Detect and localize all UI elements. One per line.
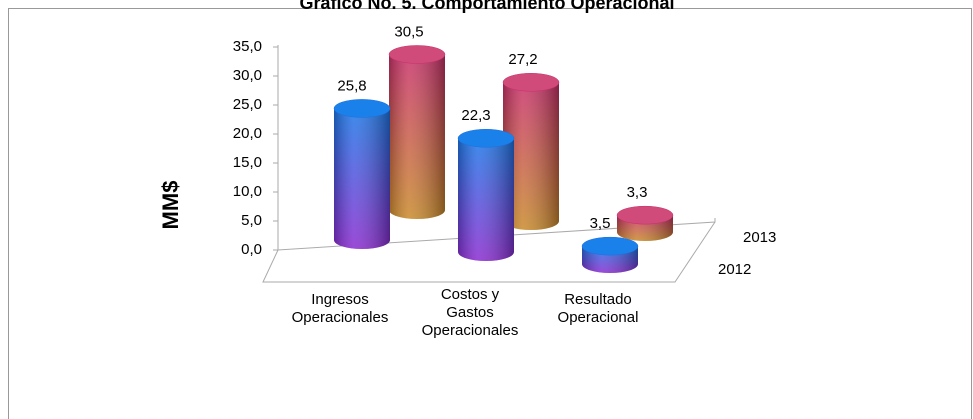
y-tick-label: 30,0 xyxy=(233,67,262,84)
y-tick-label: 0,0 xyxy=(241,241,262,258)
y-tick-label: 10,0 xyxy=(233,183,262,200)
y-tick-label: 5,0 xyxy=(241,212,262,229)
frame xyxy=(8,8,972,419)
data-label: 25,8 xyxy=(337,77,366,94)
bar xyxy=(502,73,560,230)
bar-shade xyxy=(458,138,514,261)
bar xyxy=(457,129,515,261)
x-tick-label: Ingresos Operacionales xyxy=(292,291,389,326)
bar-top xyxy=(502,73,560,92)
bar xyxy=(388,45,446,220)
chart-title: Gráfico No. 5. Comportamiento Operaciona… xyxy=(299,0,674,13)
bar-top xyxy=(457,129,515,148)
data-label: 3,3 xyxy=(627,184,648,201)
bar xyxy=(616,205,674,241)
series-label: 2012 xyxy=(718,261,751,278)
y-tick-label: 15,0 xyxy=(233,154,262,171)
x-tick-label: Costos y Gastos Operacionales xyxy=(422,286,519,339)
bar-top xyxy=(388,45,446,64)
data-label: 3,5 xyxy=(590,215,611,232)
y-tick-label: 20,0 xyxy=(233,125,262,142)
bar xyxy=(333,99,391,249)
bar-top xyxy=(581,236,639,256)
series-label: 2013 xyxy=(743,229,776,246)
floor xyxy=(262,221,716,283)
x-tick-label: Resultado Operacional xyxy=(558,291,639,326)
bar-top xyxy=(333,99,391,118)
bar-shade xyxy=(389,54,445,220)
bar-shade xyxy=(334,108,390,249)
data-label: 30,5 xyxy=(394,23,423,40)
y-tick-label: 35,0 xyxy=(233,38,262,55)
bar xyxy=(581,236,639,273)
bar-top xyxy=(616,205,674,225)
y-axis-label: MM$ xyxy=(158,181,183,230)
y-tick-label: 25,0 xyxy=(233,96,262,113)
data-label: 22,3 xyxy=(461,107,490,124)
data-label: 27,2 xyxy=(508,51,537,68)
bar-shade xyxy=(503,82,559,230)
